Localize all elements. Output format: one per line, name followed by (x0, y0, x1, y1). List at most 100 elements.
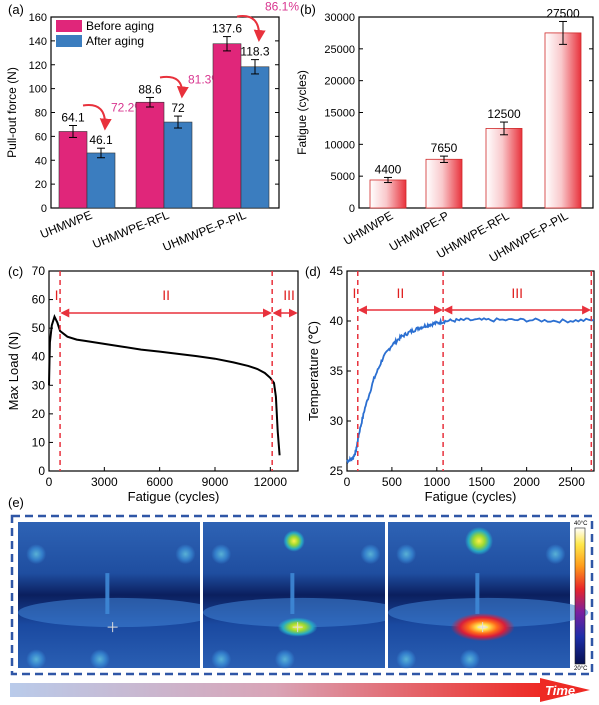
x-tick-label: 500 (382, 475, 402, 489)
color-scale-bar: 40°C 20°C (574, 521, 588, 672)
y-tick-label: 40 (35, 155, 47, 167)
region-label: III (511, 285, 523, 301)
bar-value-label: 137.6 (212, 22, 242, 36)
category-label: UHMWPE-RFL (90, 208, 171, 252)
cool-spot (211, 544, 232, 565)
y-tick-label: 30 (32, 378, 46, 392)
cool-spot (545, 544, 566, 565)
bar-after-aging (240, 66, 270, 209)
warm-spot-top (283, 530, 305, 552)
max-load-curve (48, 314, 281, 456)
x-tick-label: 1500 (468, 475, 495, 489)
x-axis-title-c: Fatigue (cycles) (128, 489, 220, 504)
y-tick-label: 30 (330, 414, 344, 428)
bar-value-label: 7650 (431, 141, 458, 155)
panel-c: (c) 0 10 20 30 40 50 60 70 0 3000 6000 9000 12000 Fati… (6, 264, 299, 504)
cool-spot (26, 649, 47, 670)
y-axis-title-c: Max Load (N) (6, 332, 21, 411)
x-tick-label: 9000 (202, 475, 229, 489)
y-tick-label: 40 (32, 350, 46, 364)
panel-label-e: (e) (8, 495, 24, 510)
y-tick-label: 20 (35, 179, 47, 191)
cool-spot (89, 649, 110, 670)
y-tick-label: 60 (35, 131, 47, 143)
y-tick-label: 10 (32, 435, 46, 449)
region-label: I (55, 287, 59, 303)
retention-label: 86.1% (265, 0, 299, 14)
plot-frame-d (346, 270, 595, 472)
y-tick-label: 0 (41, 203, 47, 215)
thermal-panel-border (10, 514, 594, 676)
temperature-curve (346, 317, 595, 464)
fiber-line (290, 573, 295, 614)
panel-label-a: (a) (8, 2, 24, 17)
x-tick-label: 2000 (513, 475, 540, 489)
legend-swatch (56, 35, 82, 47)
panel-label-c: (c) (8, 264, 23, 279)
panel-label-d: (d) (305, 264, 321, 279)
x-tick-label: 0 (46, 475, 53, 489)
y-tick-label: 60 (32, 293, 46, 307)
retention-arrow (236, 15, 266, 43)
x-tick-label: 1000 (423, 475, 450, 489)
thermal-band (18, 597, 219, 628)
cool-spot (396, 649, 417, 670)
region-label: I (352, 285, 356, 301)
thermal-image (388, 522, 589, 670)
thermal-band (203, 597, 404, 628)
y-tick-label: 120 (29, 60, 47, 72)
y-tick-label: 15000 (324, 108, 355, 120)
bar-after-aging (163, 121, 193, 209)
retention-arrow (159, 75, 189, 99)
bar-value-label: 12500 (487, 107, 521, 121)
bar-value-label: 88.6 (138, 82, 162, 96)
image-divider (385, 522, 388, 668)
bar-after-aging (86, 152, 116, 209)
y-axis-title-b: Fatigue (cycles) (295, 70, 309, 155)
bar-value-label: 118.3 (240, 45, 269, 59)
y-tick-label: 0 (349, 203, 355, 215)
legend-swatch (56, 20, 82, 32)
x-axis-title-d: Fatigue (cycles) (425, 489, 517, 504)
fiber-line (475, 573, 480, 614)
panel-b: (b) 0 5000 10000 15000 20000 25000 30000 Fatigue… (295, 2, 594, 265)
y-tick-label: 140 (29, 36, 47, 48)
y-tick-label: 45 (330, 264, 344, 278)
fatigue-bar (369, 179, 407, 209)
x-tick-label: 6000 (146, 475, 173, 489)
cool-spot (396, 544, 417, 565)
y-tick-label: 70 (32, 264, 46, 278)
time-arrow: Time (10, 678, 590, 702)
fatigue-bar (485, 128, 523, 209)
thermal-image (203, 522, 404, 670)
y-axis-title-a: Pull-out force (N) (5, 67, 19, 158)
y-tick-label: 0 (38, 464, 45, 478)
x-tick-label: 0 (344, 475, 351, 489)
x-tick-label: 12000 (254, 475, 288, 489)
bar-value-label: 72 (171, 101, 185, 115)
legend-label: Before aging (86, 19, 154, 33)
fatigue-bar (544, 32, 582, 209)
y-tick-label: 30000 (324, 12, 355, 24)
thermal-band (388, 597, 589, 628)
bar-before-aging (212, 43, 242, 209)
scale-min-label: 20°C (574, 666, 588, 672)
retention-arrow (82, 103, 112, 131)
region-label: II (162, 287, 170, 303)
cool-spot (459, 649, 480, 670)
thermal-image (18, 522, 219, 670)
fiber-line (105, 573, 110, 614)
y-tick-label: 5000 (331, 171, 355, 183)
cool-spot (175, 544, 196, 565)
bar-value-label: 64.1 (61, 111, 85, 125)
region-label: III (283, 287, 295, 303)
y-tick-label: 20 (32, 407, 46, 421)
category-label: UHMWPE-P-PIL (161, 208, 249, 254)
y-tick-label: 35 (330, 364, 344, 378)
scale-max-label: 40°C (574, 521, 588, 527)
cool-spot (26, 544, 47, 565)
y-tick-label: 20000 (324, 76, 355, 88)
panel-label-b: (b) (300, 2, 316, 17)
fatigue-bar (425, 158, 463, 209)
bar-before-aging (58, 131, 88, 209)
